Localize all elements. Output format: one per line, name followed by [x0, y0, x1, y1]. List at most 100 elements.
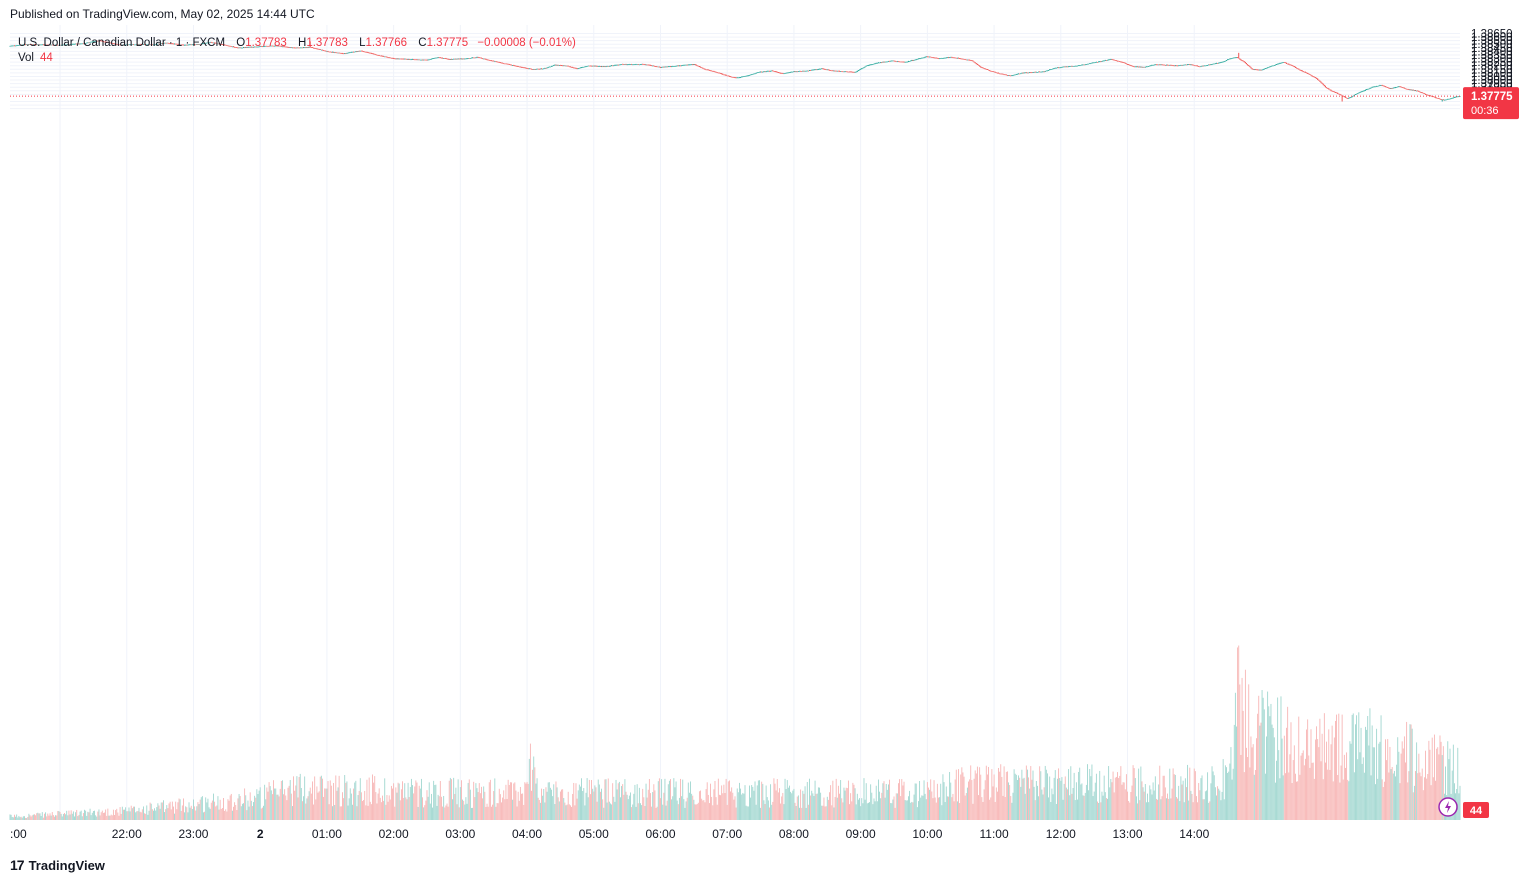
- volume-bar: [496, 803, 498, 820]
- candle-body: [12, 45, 14, 47]
- candle-body: [1023, 72, 1025, 74]
- volume-bar: [225, 809, 227, 820]
- candle-body: [1139, 66, 1141, 68]
- candle-body: [166, 42, 168, 44]
- volume-bar: [518, 800, 520, 820]
- candle-body: [407, 59, 409, 60]
- volume-bar: [206, 802, 208, 820]
- candle-body: [617, 64, 619, 66]
- volume-bar: [78, 814, 80, 820]
- candle-body: [1447, 99, 1449, 100]
- volume-bar: [675, 781, 677, 820]
- volume-bar: [1231, 779, 1233, 820]
- candle-body: [1028, 72, 1029, 74]
- volume-bar: [248, 806, 250, 820]
- volume-bar: [646, 797, 648, 820]
- volume-bar: [385, 804, 387, 820]
- candle-body: [583, 66, 585, 68]
- volume-bar: [803, 793, 805, 820]
- volume-bar: [951, 797, 953, 820]
- candle-body: [732, 77, 734, 78]
- price-candles: [9, 40, 1461, 102]
- candle-body: [875, 63, 877, 64]
- volume-bar: [379, 797, 381, 820]
- volume-bar: [489, 779, 491, 820]
- candle-body: [930, 56, 932, 58]
- candle-body: [1134, 66, 1136, 68]
- candle-body: [1366, 89, 1367, 91]
- volume-bar: [277, 794, 279, 820]
- candle-body: [719, 72, 720, 74]
- volume-bar: [1452, 744, 1454, 820]
- candle-body: [463, 58, 465, 60]
- candle-body: [114, 43, 115, 45]
- volume-bar: [930, 779, 932, 820]
- candle-body: [1126, 63, 1127, 65]
- candle-body: [357, 51, 359, 52]
- candle-body: [665, 66, 667, 68]
- tradingview-footer[interactable]: 17 TradingView: [10, 857, 105, 873]
- candle-body: [1178, 65, 1180, 67]
- candle-body: [538, 68, 540, 70]
- candle-body: [603, 66, 605, 68]
- volume-bar: [376, 803, 378, 820]
- candle-body: [642, 64, 644, 65]
- candle-body: [931, 57, 933, 59]
- volume-bar: [279, 788, 281, 820]
- candle-body: [1266, 68, 1267, 69]
- candle-body: [325, 50, 327, 52]
- candle-body: [866, 65, 868, 67]
- volume-bar: [129, 811, 131, 820]
- candle-body: [792, 71, 794, 73]
- volume-bar: [653, 784, 655, 820]
- volume-bar: [847, 780, 849, 820]
- volume-bar: [1294, 773, 1296, 820]
- volume-bar: [1436, 748, 1438, 820]
- volume-bar: [1043, 787, 1045, 820]
- volume-bar: [37, 812, 39, 820]
- candle-body: [731, 76, 733, 78]
- candle-body: [733, 77, 735, 78]
- volume-bar: [954, 779, 956, 820]
- volume-bar: [436, 805, 438, 820]
- candle-body: [378, 55, 380, 56]
- candle-body: [1255, 69, 1256, 71]
- candle-body: [663, 66, 665, 68]
- candle-body: [1004, 74, 1006, 76]
- candle-body: [809, 70, 810, 71]
- volume-bar: [598, 784, 600, 820]
- open-value: 1.37783: [245, 37, 287, 49]
- candle-body: [1418, 91, 1420, 92]
- volume-bar: [797, 795, 799, 820]
- volume-bar: [750, 797, 752, 820]
- candle-body: [914, 59, 916, 61]
- candle-body: [835, 70, 837, 72]
- candle-body: [244, 47, 246, 49]
- candle-body: [851, 71, 853, 73]
- volume-bar: [195, 810, 197, 820]
- candle-body: [924, 56, 926, 58]
- candle-body: [133, 44, 134, 46]
- candle-body: [1428, 95, 1430, 97]
- candle-body: [163, 43, 164, 44]
- candle-body: [1100, 61, 1102, 63]
- volume-bar: [792, 790, 794, 820]
- volume-bar: [300, 787, 302, 820]
- volume-bar: [105, 809, 107, 820]
- candle-body: [657, 66, 659, 68]
- volume-bar: [757, 780, 759, 820]
- volume-bar: [100, 812, 102, 820]
- candle-body: [723, 74, 725, 76]
- volume-bar: [775, 790, 777, 820]
- volume-bar: [1099, 770, 1101, 820]
- volume-bar: [1190, 790, 1192, 820]
- volume-bar: [177, 802, 179, 820]
- volume-bar: [780, 803, 782, 820]
- volume-bar: [941, 805, 943, 820]
- volume-bar: [1009, 785, 1011, 820]
- candle-body: [1124, 62, 1126, 64]
- candle-body: [942, 58, 944, 59]
- candle-body: [884, 61, 886, 63]
- volume-bar: [1359, 752, 1361, 820]
